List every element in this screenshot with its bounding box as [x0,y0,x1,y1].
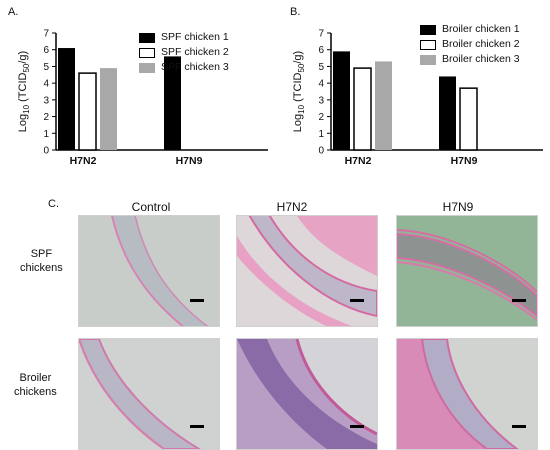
legend-item: Broiler chicken 3 [420,52,520,67]
legend-swatch [139,47,155,58]
legend-swatch [420,54,436,65]
micrograph-broiler-h7n9 [396,338,538,450]
panel-label-b: B. [290,6,301,18]
legend-label: Broiler chicken 1 [442,23,520,35]
y-tick-label: 4 [318,79,324,90]
scale-bar [350,299,364,302]
panel-label-c: C. [48,198,59,210]
y-tick-label: 7 [318,29,324,40]
legend-item: SPF chicken 1 [139,30,229,45]
bar [375,61,392,150]
x-tick-label: H7N2 [70,155,97,167]
scale-bar [190,425,204,428]
legend-swatch [420,24,436,35]
row-label-broiler: Broiler chickens [14,371,57,399]
micrograph-spf-h7n2 [236,215,378,327]
micrograph-broiler-h7n2 [236,338,378,450]
y-tick-label: 2 [43,112,49,123]
bar [100,68,117,150]
x-tick-label: H7N2 [345,155,372,167]
legend-item: Broiler chicken 2 [420,37,520,52]
legend-label: SPF chicken 3 [161,61,229,73]
y-tick-label: 6 [43,45,49,56]
scale-bar [512,425,526,428]
bar [333,51,350,151]
bar [58,48,75,150]
chart-b-broiler: 0 1 2 3 4 5 6 7 Log10 (TCID50/g) H7N2 H7N9 [292,29,543,167]
x-tick-label: H7N9 [176,155,203,167]
bar [459,87,478,151]
legend-label: Broiler chicken 2 [442,38,520,50]
y-tick-label: 5 [318,62,324,73]
micrograph-spf-h7n9 [396,215,538,327]
y-axis-label: Log10 (TCID50/g) [17,51,31,132]
panel-label-a: A. [8,6,19,18]
micrograph-spf-control [78,215,220,327]
legend-label: SPF chicken 2 [161,46,229,58]
legend-swatch [139,32,155,43]
y-tick-label: 7 [43,29,49,40]
micrograph-broiler-control [78,338,220,450]
column-title-h7n9: H7N9 [442,200,474,214]
y-tick-label: 2 [318,112,324,123]
legend-item: SPF chicken 3 [139,60,229,75]
legend-swatch [139,62,155,73]
row-label-line: chickens [14,386,57,398]
legend-item: Broiler chicken 1 [420,22,520,37]
row-label-spf: SPF chickens [20,247,63,275]
row-label-line: chickens [20,262,63,274]
x-tick-label: H7N9 [451,155,478,167]
y-tick-label: 0 [43,146,49,157]
chart-b-legend: Broiler chicken 1 Broiler chicken 2 Broile… [420,22,520,67]
row-label-line: Broiler [19,372,52,384]
column-title-h7n2: H7N2 [276,200,308,214]
scale-bar [190,299,204,302]
legend-label: Broiler chicken 3 [442,53,520,65]
legend-swatch [420,39,436,50]
y-tick-label: 3 [43,95,49,106]
y-tick-label: 1 [43,129,49,140]
scale-bar [350,425,364,428]
bar [353,67,372,151]
y-tick-label: 0 [318,146,324,157]
legend-item: SPF chicken 2 [139,45,229,60]
y-tick-label: 5 [43,62,49,73]
chart-a-legend: SPF chicken 1 SPF chicken 2 SPF chicken 3 [139,30,229,75]
bar [78,72,97,151]
bar [439,76,456,150]
y-tick-label: 6 [318,45,324,56]
y-tick-label: 4 [43,79,49,90]
y-tick-label: 3 [318,95,324,106]
bar [164,56,181,150]
column-title-control: Control [131,200,171,214]
legend-label: SPF chicken 1 [161,31,229,43]
row-label-line: SPF [30,248,53,260]
y-tick-label: 1 [318,129,324,140]
y-axis-label: Log10 (TCID50/g) [292,51,306,132]
chart-a-spf: 0 1 2 3 4 5 6 7 Log10 (TCID50/g) H7N2 H7N9 [17,29,268,167]
scale-bar [512,299,526,302]
